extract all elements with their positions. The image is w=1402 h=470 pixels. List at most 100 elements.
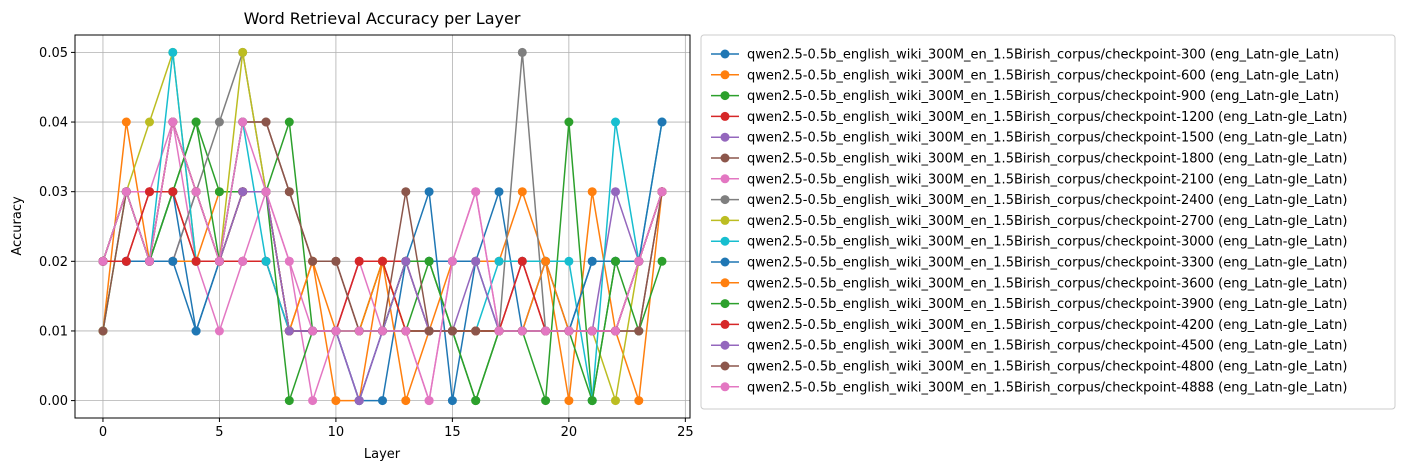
legend-marker: [720, 153, 730, 163]
data-point: [308, 396, 318, 406]
legend-label: qwen2.5-0.5b_english_wiki_300M_en_1.5Bir…: [747, 172, 1347, 187]
data-point: [191, 117, 201, 127]
data-point: [564, 396, 574, 406]
data-point: [517, 187, 527, 197]
data-point: [541, 326, 551, 336]
data-point: [145, 117, 154, 127]
data-point: [401, 396, 411, 406]
chart-title: Word Retrieval Accuracy per Layer: [244, 9, 521, 28]
data-point: [634, 396, 644, 406]
data-point: [284, 326, 294, 336]
x-tick-label: 20: [561, 425, 578, 440]
y-tick-label: 0.04: [39, 116, 68, 131]
data-point: [447, 396, 457, 406]
data-point: [564, 326, 574, 336]
legend-marker: [720, 174, 730, 184]
data-point: [494, 187, 504, 197]
data-point: [611, 187, 620, 197]
data-point: [517, 47, 527, 57]
data-point: [401, 326, 411, 336]
data-point: [121, 256, 131, 266]
data-point: [564, 117, 574, 127]
y-tick-label: 0.02: [39, 255, 68, 270]
plot-frame: [74, 34, 691, 419]
data-point: [261, 187, 271, 197]
y-tick-label: 0.01: [39, 324, 68, 339]
y-axis-label: Accuracy: [10, 196, 25, 256]
data-point: [354, 256, 364, 266]
legend-marker: [720, 361, 730, 371]
data-point: [657, 256, 667, 266]
data-point: [214, 117, 224, 127]
legend-marker: [720, 49, 730, 59]
data-point: [191, 187, 201, 197]
data-point: [494, 326, 504, 336]
data-point: [541, 256, 551, 266]
data-point: [424, 396, 434, 406]
legend-label: qwen2.5-0.5b_english_wiki_300M_en_1.5Bir…: [747, 110, 1347, 125]
data-point: [238, 117, 248, 127]
data-point: [284, 117, 294, 127]
x-axis-label: Layer: [364, 447, 401, 462]
data-point: [168, 47, 178, 57]
data-point: [191, 256, 201, 266]
data-point: [471, 396, 481, 406]
data-point: [634, 256, 644, 266]
legend-marker: [720, 132, 730, 142]
data-point: [494, 256, 504, 266]
legend-label: qwen2.5-0.5b_english_wiki_300M_en_1.5Bir…: [747, 297, 1347, 312]
data-point: [424, 256, 434, 266]
data-point: [378, 396, 387, 406]
x-tick-label: 5: [215, 425, 223, 440]
legend-label: qwen2.5-0.5b_english_wiki_300M_en_1.5Bir…: [747, 89, 1339, 104]
y-axis-ticks: 0.00 0.01 0.02 0.03 0.04 0.05: [39, 46, 75, 409]
legend-label: qwen2.5-0.5b_english_wiki_300M_en_1.5Bir…: [747, 318, 1347, 333]
data-point: [261, 256, 271, 266]
legend-label: qwen2.5-0.5b_english_wiki_300M_en_1.5Bir…: [747, 48, 1339, 63]
data-point: [308, 256, 318, 266]
data-point: [611, 326, 620, 336]
legend-marker: [720, 382, 730, 392]
data-point: [145, 187, 154, 197]
data-point: [611, 396, 620, 406]
legend-label: qwen2.5-0.5b_english_wiki_300M_en_1.5Bir…: [747, 256, 1347, 271]
data-point: [634, 326, 644, 336]
data-point: [517, 326, 527, 336]
legend-marker: [720, 340, 730, 350]
x-tick-label: 0: [99, 425, 107, 440]
legend-label: qwen2.5-0.5b_english_wiki_300M_en_1.5Bir…: [747, 214, 1347, 229]
legend-marker: [720, 257, 730, 267]
data-point: [401, 187, 411, 197]
data-point: [447, 256, 457, 266]
data-point: [121, 117, 131, 127]
data-point: [98, 326, 108, 336]
data-point: [331, 396, 341, 406]
data-point: [261, 117, 271, 127]
data-point: [284, 256, 294, 266]
data-point: [284, 187, 294, 197]
y-tick-label: 0.00: [39, 394, 68, 409]
data-point: [587, 326, 597, 336]
data-point: [587, 187, 597, 197]
data-point: [168, 187, 178, 197]
data-point: [238, 47, 248, 57]
legend-label: qwen2.5-0.5b_english_wiki_300M_en_1.5Bir…: [747, 235, 1347, 250]
data-point: [378, 256, 387, 266]
legend-label: qwen2.5-0.5b_english_wiki_300M_en_1.5Bir…: [747, 339, 1347, 354]
legend-marker: [720, 278, 730, 288]
data-point: [168, 256, 178, 266]
data-point: [98, 256, 108, 266]
data-point: [238, 187, 248, 197]
y-tick-label: 0.03: [39, 185, 68, 200]
data-point: [471, 187, 481, 197]
legend-label: qwen2.5-0.5b_english_wiki_300M_en_1.5Bir…: [747, 276, 1347, 291]
data-point: [424, 326, 434, 336]
data-point: [657, 117, 667, 127]
legend-marker: [720, 236, 730, 246]
data-point: [354, 396, 364, 406]
data-point: [121, 187, 131, 197]
x-tick-label: 10: [328, 425, 345, 440]
data-point: [657, 187, 667, 197]
data-point: [424, 187, 434, 197]
data-point: [587, 396, 597, 406]
